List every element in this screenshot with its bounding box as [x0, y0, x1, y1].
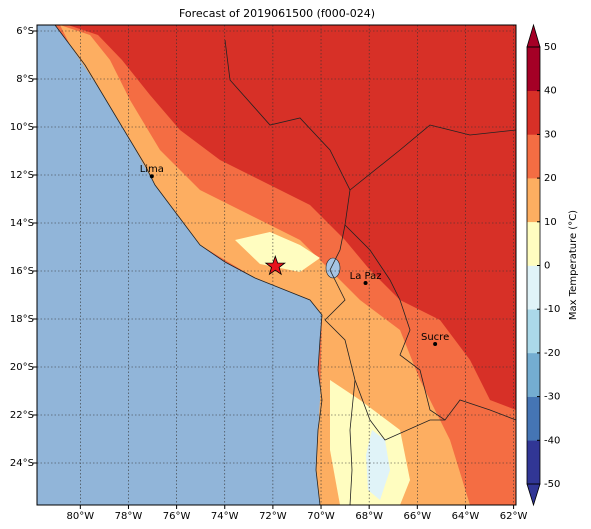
colorbar-band	[527, 309, 540, 354]
colorbar-band	[527, 90, 540, 135]
lat-tick-label: 12°S	[10, 170, 34, 181]
map-frame	[36, 24, 517, 506]
colorbar-tick-label: 10	[544, 217, 557, 228]
border	[349, 379, 356, 505]
colorbar-tick-label: 40	[544, 86, 557, 97]
location-star	[264, 254, 286, 276]
border	[344, 224, 516, 421]
coastline	[54, 25, 323, 505]
colorbar-tick-label: -10	[544, 304, 560, 315]
lat-tick-label: 16°S	[10, 266, 34, 277]
lon-tick-label: 64°W	[452, 511, 480, 522]
lat-tick-label: 22°S	[10, 410, 34, 421]
colorbar-tick-label: 0	[544, 261, 550, 272]
colorbar-band	[527, 178, 540, 223]
colorbar-tick-label: -20	[544, 348, 560, 359]
city-label: Sucre	[421, 332, 449, 343]
border	[324, 319, 445, 441]
graticule	[37, 25, 516, 505]
lake-titicaca	[325, 257, 341, 279]
lat-tick-label: 24°S	[10, 458, 34, 469]
colorbar-tick-label: 50	[544, 42, 557, 53]
city-marker	[149, 174, 154, 179]
colorbar: -50 -40 -30 -20 -10 0 10 20 30 40 50 Max Temperatur…	[526, 23, 579, 507]
lat-tick-label: 8°S	[16, 74, 34, 85]
lon-tick-label: 80°W	[67, 511, 95, 522]
land-minus10-0	[366, 430, 390, 500]
lon-tick-label: 72°W	[259, 511, 287, 522]
lon-tick-label: 76°W	[163, 511, 191, 522]
lon-tick-label: 78°W	[115, 511, 143, 522]
colorbar-tick-label: 20	[544, 173, 557, 184]
colorbar-band	[527, 265, 540, 310]
border	[349, 124, 516, 191]
colorbar-tick-label: -30	[544, 392, 560, 403]
colorbar-band	[527, 221, 540, 266]
lat-tick-label: 6°S	[16, 26, 34, 37]
colorbar-tick-label: -50	[544, 479, 560, 490]
lon-tick-label: 74°W	[211, 511, 239, 522]
colorbar-label: Max Temperature (°C)	[568, 210, 579, 320]
colorbar-band	[527, 396, 540, 441]
colorbar-tick-label: 30	[544, 129, 557, 140]
city-marker	[363, 281, 368, 285]
lat-tick-label: 14°S	[10, 218, 34, 229]
colorbar-tick-label: -40	[544, 435, 560, 446]
lon-tick-label: 62°W	[500, 511, 528, 522]
map-area	[37, 25, 516, 505]
colorbar-extend-top	[526, 23, 541, 48]
lon-tick-label: 70°W	[307, 511, 335, 522]
land-0-10	[235, 232, 320, 272]
city-marker	[433, 341, 438, 346]
colorbar-band	[527, 440, 540, 485]
map-title: Forecast of 2019061500 (f000-024)	[179, 7, 375, 20]
colorbar-band	[527, 47, 540, 91]
colorbar-band	[527, 134, 540, 179]
colorbar-band	[527, 352, 540, 397]
lat-tick-label: 18°S	[10, 314, 34, 325]
lat-tick-label: 20°S	[10, 362, 34, 373]
colorbar-extend-bottom	[526, 483, 541, 507]
land-30-40	[68, 25, 516, 410]
city-label: Lima	[140, 164, 164, 175]
lat-tick-label: 10°S	[10, 122, 34, 133]
lon-tick-label: 66°W	[403, 511, 431, 522]
lon-tick-label: 68°W	[355, 511, 383, 522]
city-label: La Paz	[350, 271, 382, 282]
